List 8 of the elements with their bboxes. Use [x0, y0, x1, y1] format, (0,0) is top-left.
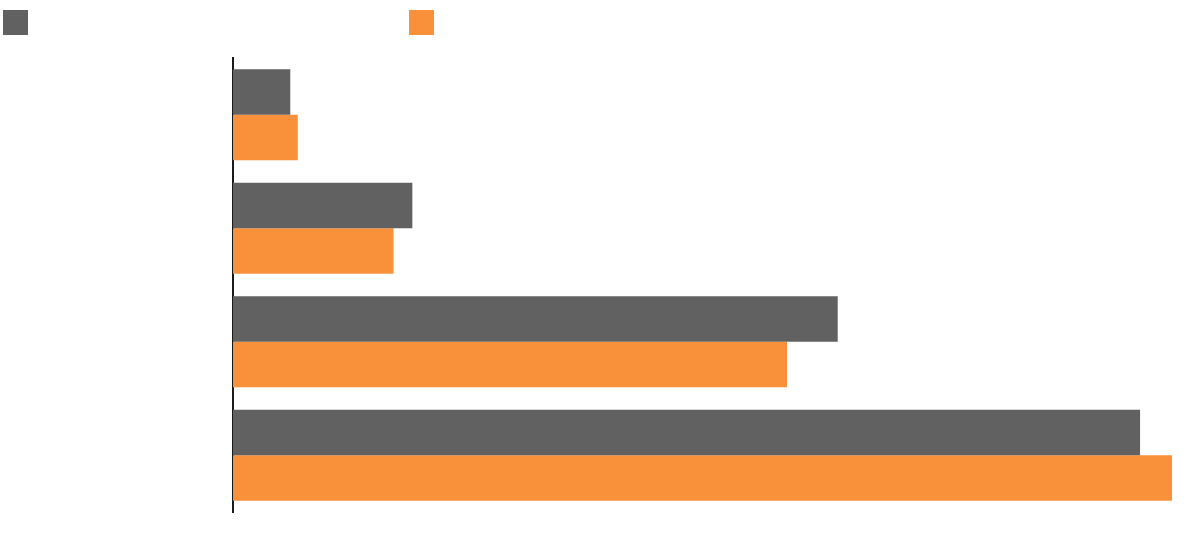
bar — [233, 455, 1172, 501]
bar — [233, 69, 291, 115]
bar — [233, 296, 838, 342]
bar — [233, 341, 788, 388]
bar — [233, 114, 298, 161]
bar — [233, 182, 413, 229]
bar — [233, 228, 394, 274]
bar — [233, 409, 1141, 456]
